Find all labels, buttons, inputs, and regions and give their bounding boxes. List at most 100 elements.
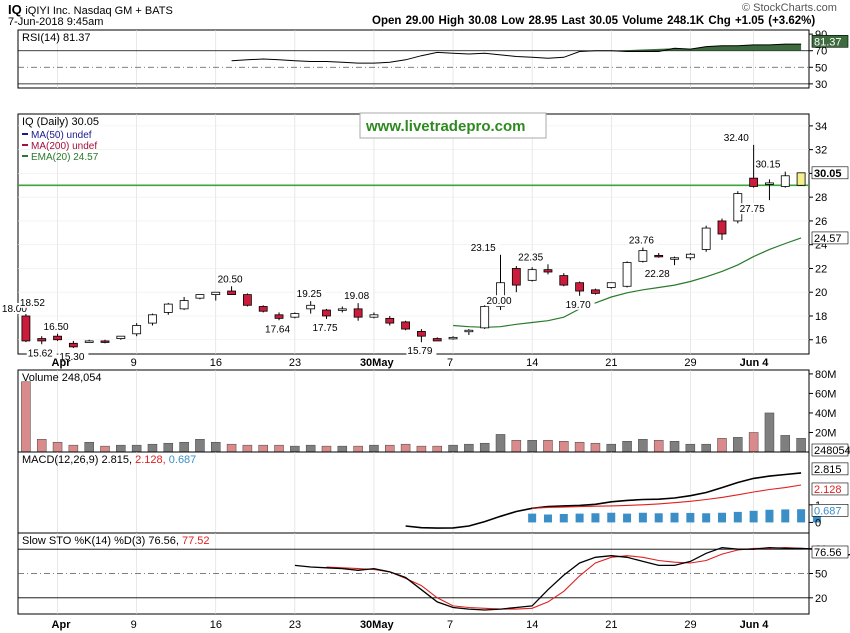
volume-bar: [211, 441, 221, 453]
candle-body: [575, 282, 585, 292]
rsi-overbought-fill: [595, 44, 802, 51]
price-annotation: 23.76: [629, 236, 654, 247]
candle-body: [417, 331, 426, 337]
price-x-label: 14: [526, 357, 538, 369]
price-annotation: 19.70: [566, 300, 591, 311]
volume-axis-tick-label: 20M: [815, 427, 836, 439]
rsi-axis-tick-label: 30: [815, 79, 827, 91]
bottom-x-label: 16: [210, 619, 222, 631]
macd-histogram-bar: [638, 512, 647, 523]
price-axis-tick-label: 32: [815, 145, 827, 157]
macd-legend-signal: 2.128,: [135, 454, 169, 466]
volume-bar: [131, 444, 142, 453]
price-annotation: 15.62: [28, 348, 53, 359]
price-last-value-box: [811, 166, 849, 180]
volume-bar: [764, 412, 775, 453]
rsi-title: RSI(14) 81.37: [22, 32, 90, 44]
price-annotation: 18.52: [20, 298, 45, 309]
macd-histogram-bar: [749, 510, 758, 523]
price-annotation-bg: [18, 296, 49, 308]
price-annotation: 17.75: [312, 323, 337, 334]
rsi-line: [231, 43, 802, 64]
price-legend-item: MA(50) undef: [31, 130, 92, 141]
volume-bar: [274, 444, 284, 453]
price-axis-tick-label: 34: [815, 121, 827, 133]
candle-body: [385, 317, 395, 324]
volume-bar: [385, 444, 395, 453]
ema-last-value: 24.57: [814, 233, 842, 245]
price-legend-item: EMA(20) 24.57: [31, 152, 99, 163]
macd-histogram-bar: [797, 509, 806, 523]
volume-bar: [479, 442, 490, 453]
rsi-axis-tick-label: 50: [815, 62, 827, 74]
candle-body: [496, 282, 505, 307]
price-annotation: 30.15: [755, 160, 780, 171]
candle-body: [290, 313, 300, 318]
price-annotation: 19.25: [297, 289, 322, 300]
watermark-box: [359, 112, 547, 139]
candle-body: [100, 340, 110, 343]
price-axis-tick-label: 20: [815, 287, 827, 299]
sto-legend-d: 77.52: [182, 535, 210, 547]
candle-body: [432, 338, 442, 342]
price-x-label: 23: [289, 357, 301, 369]
candle-body: [796, 172, 806, 186]
credit-label: © StockCharts.com: [742, 2, 837, 14]
volume-bar: [52, 441, 63, 453]
volume-axis-tick-label: 40M: [815, 408, 836, 420]
macd-histogram-bar: [623, 513, 632, 523]
candle-body: [195, 294, 205, 299]
candle-body: [717, 220, 727, 235]
price-annotation-bg: [517, 251, 548, 263]
price-x-label: 30May: [360, 357, 395, 369]
candle-body: [638, 250, 648, 262]
candle-body: [337, 308, 347, 311]
price-last-value: 30.05: [814, 168, 842, 180]
volume-bar: [337, 445, 348, 453]
price-annotation-bg: [295, 288, 326, 300]
macd-title: MACD(12,26,9) 2.815, 2.128, 0.687: [22, 454, 196, 466]
candle-body: [274, 314, 284, 319]
macd-histogram-bar: [559, 513, 568, 523]
candle-body: [21, 315, 31, 342]
price-annotation-bg: [58, 351, 89, 363]
candle-body: [369, 314, 379, 318]
sto-axis-tick-label: 50: [815, 569, 827, 581]
candle-body: [37, 338, 47, 342]
volume-bar: [242, 444, 253, 453]
candle-body: [654, 254, 664, 258]
bottom-x-label: 30May: [360, 619, 395, 631]
price-x-label: 9: [131, 357, 137, 369]
volume-bar: [653, 440, 664, 453]
price-annotation-bg: [0, 302, 31, 314]
candle-body: [685, 253, 695, 259]
macd-signal-last-value-box: [811, 482, 849, 496]
volume-last-value: 248054: [814, 445, 850, 457]
volume-bar: [100, 445, 110, 453]
volume-bar: [290, 445, 300, 453]
volume-bar: [590, 442, 601, 453]
candle-body: [780, 175, 790, 187]
volume-bar: [369, 444, 379, 453]
price-annotation: 20.50: [218, 274, 243, 285]
volume-bar: [733, 437, 743, 453]
volume-bar: [685, 443, 696, 453]
price-annotation: 17.64: [265, 324, 290, 335]
volume-bar: [147, 443, 158, 453]
volume-bar: [543, 440, 553, 453]
macd-signal-last-value: 2.128: [814, 484, 842, 496]
volume-bar: [559, 441, 569, 453]
candle-body: [480, 306, 490, 329]
volume-bar: [432, 445, 442, 453]
volume-bar: [622, 441, 632, 453]
rsi-last-value: 81.37: [814, 36, 842, 48]
price-annotation-bg: [42, 320, 73, 332]
macd-histogram-bar: [781, 509, 790, 523]
macd-histogram-bar: [686, 512, 695, 523]
candle-body: [163, 303, 173, 313]
candle-body: [401, 321, 410, 330]
bottom-x-label: 14: [526, 619, 538, 631]
candle-body: [132, 325, 142, 335]
candle-body: [622, 262, 632, 287]
